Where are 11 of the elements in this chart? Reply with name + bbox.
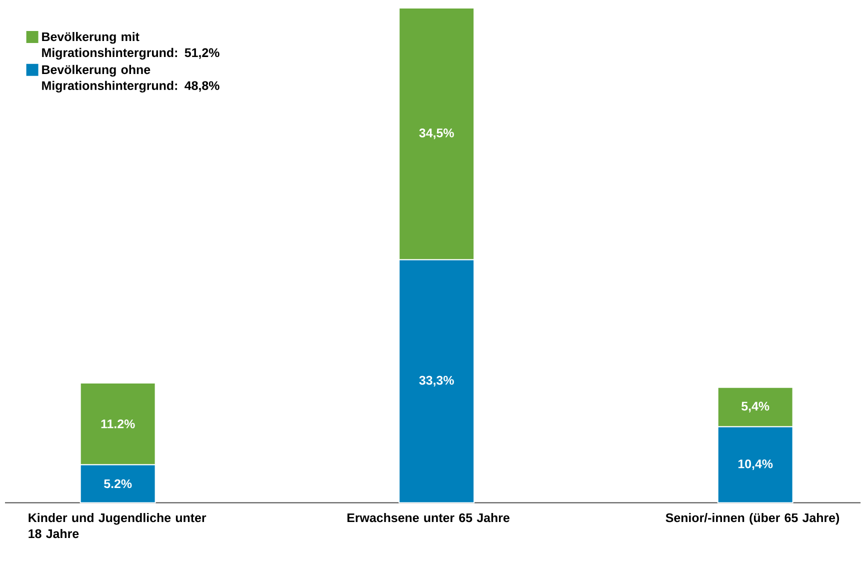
data-label: 11.2% — [101, 420, 135, 428]
data-label: 5,4% — [742, 402, 770, 413]
data-label: 34,5% — [419, 128, 454, 140]
x-tick-label: Senior/-innen (über 65 Jahre) — [666, 513, 840, 525]
x-tick-label: Erwachsene unter 65 Jahre — [347, 513, 510, 522]
data-label: 10,4% — [738, 460, 773, 470]
x-tick-label: Kinder und Jugendliche unter 18 Jahre — [28, 513, 206, 538]
legend-label: Bevölkerung mit Migrationshintergrund: 51,2% — [42, 32, 220, 60]
data-label: 33,3% — [419, 376, 454, 387]
legend-label: Bevölkerung ohne Migrationshintergrund: 48,8% — [42, 65, 220, 93]
data-label: 5.2% — [104, 479, 132, 488]
